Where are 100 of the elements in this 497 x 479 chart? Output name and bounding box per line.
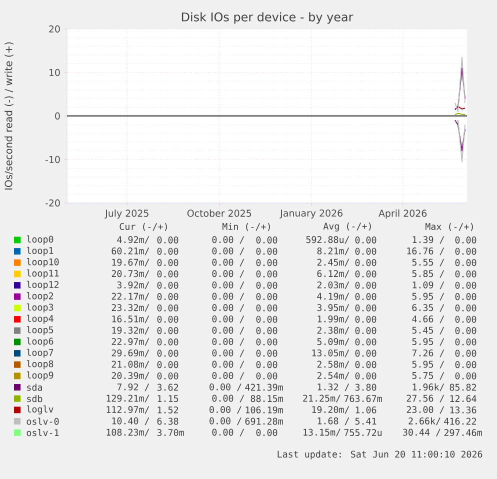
text: 3.80: [355, 384, 376, 391]
y-tick-label: -10: [45, 156, 60, 164]
text: 0.00: [355, 236, 376, 244]
text: 2.38m/: [317, 326, 350, 334]
text: 0.00: [256, 270, 278, 278]
text: 0.00: [256, 350, 278, 357]
legend-label: loop4: [26, 314, 54, 324]
y-tick-label: 20: [49, 25, 60, 33]
text: 6.38: [157, 418, 178, 425]
text: 0.00 /: [212, 281, 244, 290]
text: 0.00: [355, 338, 376, 346]
text: Avg (-/+): [323, 222, 371, 232]
legend-label: sdb: [27, 395, 42, 402]
text: 0.00 /: [212, 258, 244, 266]
text: 1.32 /: [318, 383, 350, 392]
text: 0.00: [157, 372, 178, 380]
text: 0.00: [256, 361, 278, 368]
text: 1.52: [158, 406, 178, 414]
text: 0.00: [256, 304, 278, 312]
text: 3.70m: [157, 429, 184, 436]
legend-label: loop7: [26, 348, 54, 358]
legend-label: loop3: [26, 304, 54, 312]
text: 0.00: [256, 338, 278, 346]
text: 21.08m/: [112, 360, 150, 368]
text: 0.00: [256, 372, 278, 380]
text: 0.00 /: [210, 406, 242, 414]
text: 2.54m/: [317, 372, 350, 380]
text: 592.88u/: [306, 236, 350, 244]
text: 0.00 /: [212, 304, 244, 312]
text: 30.44 /: [403, 428, 440, 436]
x-tick-label: April 2026: [378, 210, 427, 219]
text: 0.00: [355, 350, 376, 357]
text: 755.72u: [344, 429, 382, 436]
text: 22.17m/: [112, 292, 150, 300]
y-tick-label: -20: [45, 199, 60, 207]
text: 20.39m/: [112, 372, 150, 380]
text: 1.99m/: [318, 315, 350, 324]
text: 1.09 /: [412, 281, 444, 290]
text: 691.28m: [245, 418, 283, 425]
text: 0.00 /: [210, 417, 242, 426]
text: 85.82: [450, 384, 476, 391]
text: 0.00: [157, 327, 178, 334]
text: 5.75 /: [412, 372, 444, 380]
text: 0.00 /: [212, 292, 244, 300]
text: 19.67m/: [112, 258, 150, 266]
text: 763.67m: [344, 395, 382, 402]
legend-label: sda: [27, 384, 42, 391]
text: 0.00: [256, 248, 278, 255]
text: 16.51m/: [112, 315, 150, 324]
text: 0.00: [455, 338, 476, 346]
text: 0.00: [256, 316, 278, 323]
legend-label: loop6: [26, 337, 54, 346]
legend-label: loop0: [26, 236, 54, 244]
text: 0.00: [157, 236, 178, 244]
text: 0.00: [157, 248, 178, 255]
text: 0.00: [157, 350, 178, 357]
text: Min (-/+): [222, 222, 270, 232]
text: 0.00: [256, 429, 278, 436]
text: 0.00: [455, 361, 476, 368]
text: 5.95 /: [412, 360, 444, 368]
text: 0.00 /: [212, 270, 244, 278]
text: 0.00: [455, 259, 476, 266]
text: 6.35 /: [412, 304, 444, 312]
text: 2.45m/: [317, 258, 350, 266]
text: 106.19m: [246, 406, 283, 414]
text: 21.25m/: [303, 394, 340, 402]
text: 0.00: [455, 236, 476, 244]
text: 2.66k/: [408, 417, 440, 426]
text: 1.96k/: [412, 383, 444, 392]
text: 10.40 /: [112, 417, 150, 426]
text: 108.23m/: [106, 428, 150, 436]
text: 5.95 /: [412, 338, 444, 346]
chart-title: Disk IOs per device - by year: [182, 12, 354, 24]
text: 0.00: [355, 259, 376, 266]
text: 19.20m/: [312, 406, 350, 414]
text: 0.00 /: [212, 315, 244, 324]
legend-label: loop2: [26, 292, 54, 302]
text: 29.69m/: [112, 349, 150, 358]
y-axis-title: IOs/second read (-) / write (+): [4, 42, 14, 190]
text: 88.15m: [250, 395, 283, 402]
text: 5.85 /: [412, 270, 444, 278]
text: 5.95 /: [412, 292, 444, 300]
text: 0.00: [455, 304, 476, 312]
text: 23.00 /: [406, 406, 444, 414]
text: 0.00: [256, 327, 278, 334]
text: 1.68 /: [318, 417, 350, 426]
y-tick-label: 0: [55, 112, 60, 120]
text: 12.64: [450, 395, 476, 402]
text: 0.00: [157, 293, 178, 300]
text: 0.00: [455, 327, 476, 334]
x-tick-label: January 2026: [280, 209, 342, 218]
text: 0.00: [455, 372, 476, 380]
text: 7.92 /: [117, 383, 150, 392]
text: 5.55 /: [412, 258, 444, 266]
text: 0.00: [157, 338, 178, 346]
text: 8.21m/: [317, 247, 350, 256]
legend-label: loglv: [26, 405, 54, 414]
text: 0.00: [355, 282, 376, 289]
text: 0.00: [355, 372, 376, 380]
text: 0.00 /: [212, 247, 244, 256]
